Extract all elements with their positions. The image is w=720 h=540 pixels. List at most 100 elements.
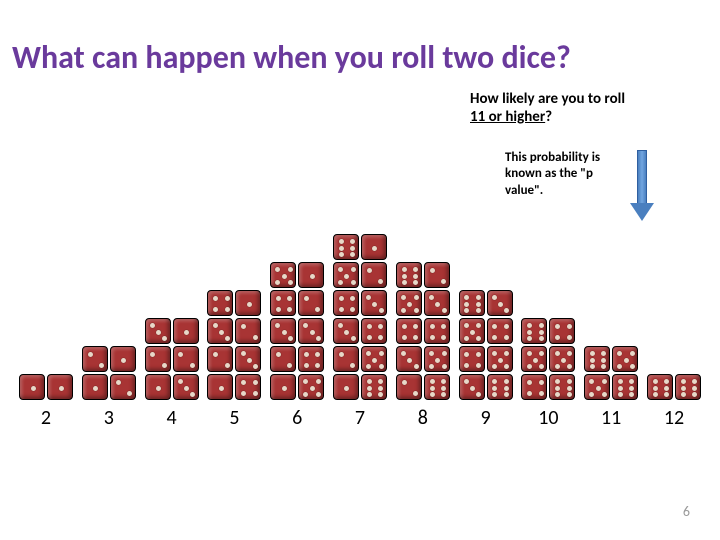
die-face-5 — [612, 346, 638, 372]
dice-pair — [333, 290, 387, 316]
die-face-6 — [333, 234, 359, 260]
die-face-3 — [270, 318, 296, 344]
column-sum-12 — [646, 374, 702, 400]
x-label: 5 — [206, 406, 262, 430]
die-face-6 — [459, 290, 485, 316]
x-label: 10 — [520, 406, 576, 430]
die-face-2 — [82, 346, 108, 372]
die-face-6 — [424, 374, 450, 400]
die-face-3 — [361, 290, 387, 316]
die-face-4 — [235, 374, 261, 400]
die-face-2 — [361, 262, 387, 288]
subtitle-suffix: ? — [545, 108, 552, 126]
die-face-4 — [270, 290, 296, 316]
dice-pair — [207, 346, 261, 372]
die-face-1 — [361, 234, 387, 260]
x-label: 8 — [395, 406, 451, 430]
die-face-3 — [173, 374, 199, 400]
subtitle-underlined: 11 or higher — [470, 108, 545, 126]
dice-pair — [333, 346, 387, 372]
x-label: 3 — [81, 406, 137, 430]
die-face-2 — [145, 346, 171, 372]
die-face-6 — [396, 262, 422, 288]
die-face-2 — [207, 346, 233, 372]
dice-pair — [333, 234, 387, 260]
die-face-5 — [270, 262, 296, 288]
column-sum-4 — [144, 318, 200, 400]
dice-pair — [207, 374, 261, 400]
die-face-4 — [424, 318, 450, 344]
die-face-6 — [647, 374, 673, 400]
dice-pair — [396, 318, 450, 344]
die-face-4 — [333, 290, 359, 316]
die-face-3 — [396, 346, 422, 372]
dice-pair — [584, 374, 638, 400]
die-face-4 — [521, 374, 547, 400]
column-sum-3 — [81, 346, 137, 400]
column-sum-5 — [206, 290, 262, 400]
die-face-1 — [145, 374, 171, 400]
dice-pair — [396, 262, 450, 288]
die-face-5 — [584, 374, 610, 400]
dice-pair — [647, 374, 701, 400]
die-face-5 — [333, 262, 359, 288]
die-face-6 — [361, 374, 387, 400]
die-face-4 — [459, 346, 485, 372]
die-face-5 — [396, 290, 422, 316]
die-face-3 — [235, 346, 261, 372]
die-face-3 — [145, 318, 171, 344]
x-label: 7 — [332, 406, 388, 430]
die-face-5 — [549, 346, 575, 372]
dice-pair — [270, 346, 324, 372]
dice-distribution-chart — [18, 140, 702, 400]
dice-pair — [207, 290, 261, 316]
die-face-5 — [459, 318, 485, 344]
die-face-5 — [298, 374, 324, 400]
die-face-6 — [549, 374, 575, 400]
dice-pair — [396, 374, 450, 400]
dice-pair — [207, 318, 261, 344]
die-face-6 — [521, 318, 547, 344]
dice-pair — [459, 374, 513, 400]
x-label: 4 — [144, 406, 200, 430]
dice-pair — [584, 346, 638, 372]
die-face-5 — [521, 346, 547, 372]
die-face-4 — [298, 346, 324, 372]
dice-pair — [145, 374, 199, 400]
die-face-5 — [424, 346, 450, 372]
column-sum-8 — [395, 262, 451, 400]
dice-pair — [270, 262, 324, 288]
column-sum-7 — [332, 234, 388, 400]
die-face-1 — [110, 346, 136, 372]
die-face-1 — [270, 374, 296, 400]
dice-pair — [396, 290, 450, 316]
die-face-1 — [47, 374, 73, 400]
x-label: 6 — [269, 406, 325, 430]
dice-pair — [82, 346, 136, 372]
dice-pair — [521, 346, 575, 372]
dice-pair — [145, 318, 199, 344]
dice-pair — [521, 374, 575, 400]
die-face-6 — [487, 374, 513, 400]
die-face-3 — [298, 318, 324, 344]
die-face-2 — [424, 262, 450, 288]
subtitle: How likely are you to roll 11 or higher? — [470, 90, 640, 126]
die-face-2 — [270, 346, 296, 372]
die-face-5 — [487, 346, 513, 372]
page-title: What can happen when you roll two dice? — [12, 38, 571, 77]
dice-pair — [19, 374, 73, 400]
x-axis-labels: 23456789101112 — [18, 406, 702, 430]
x-label: 2 — [18, 406, 74, 430]
column-sum-6 — [269, 262, 325, 400]
column-sum-2 — [18, 374, 74, 400]
x-label: 11 — [583, 406, 639, 430]
die-face-4 — [549, 318, 575, 344]
dice-pair — [459, 346, 513, 372]
page-number: 6 — [683, 503, 690, 520]
die-face-1 — [333, 374, 359, 400]
dice-pair — [333, 374, 387, 400]
die-face-1 — [19, 374, 45, 400]
column-sum-9 — [458, 290, 514, 400]
die-face-4 — [361, 318, 387, 344]
die-face-3 — [333, 318, 359, 344]
